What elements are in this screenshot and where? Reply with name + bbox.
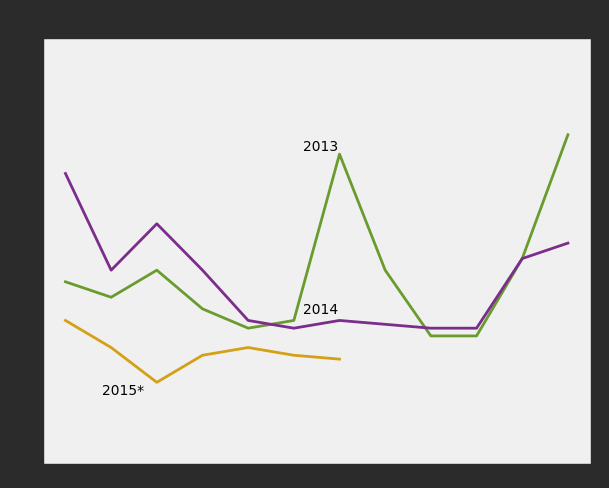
- Text: 2015*: 2015*: [102, 383, 144, 397]
- Text: 2013: 2013: [303, 140, 338, 154]
- Text: 2014: 2014: [303, 302, 338, 316]
